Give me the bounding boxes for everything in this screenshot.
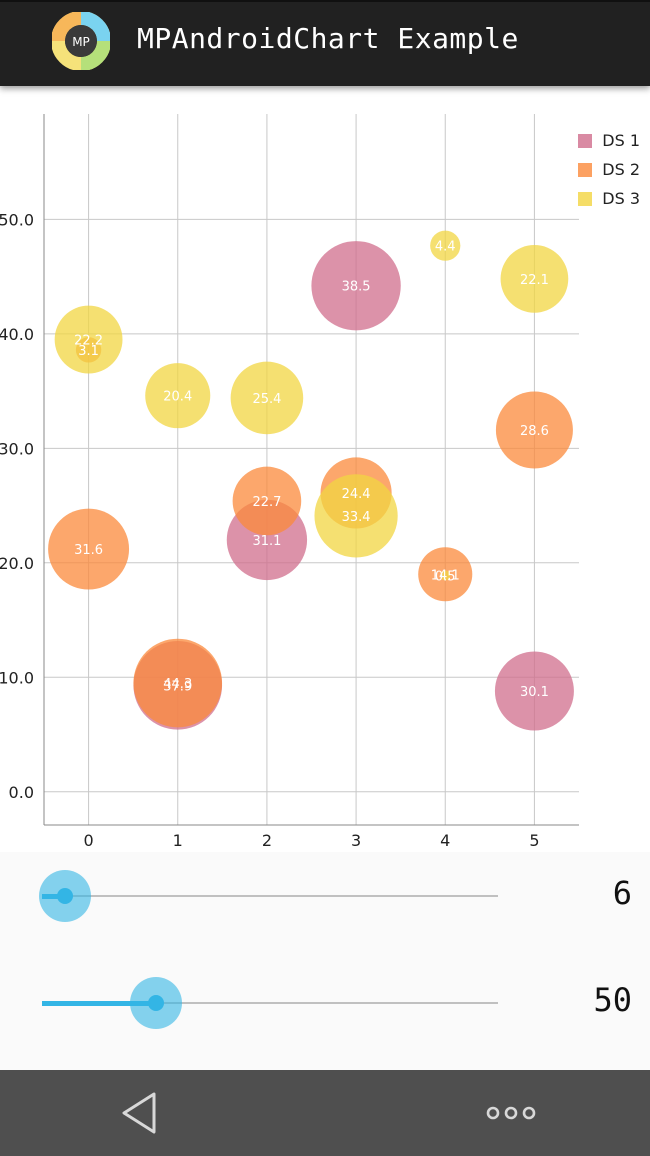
x-tick-label: 2 [262,831,272,850]
legend-swatch-ds2 [578,162,593,177]
bubble-ds2[interactable] [232,466,302,536]
legend-item-ds2: DS 2 [578,155,640,184]
app-title: MPAndroidChart Example [137,22,519,55]
bubble-value-label: 20.4 [163,390,192,405]
y-tick-label: 10.0 [0,668,34,687]
bubble-value-label: 22.2 [74,334,103,349]
bubble-chart[interactable]: 37.9 31.1 38.5 30.1 31.6 3.1 44.3 22.7 24.4 14.1 2… [0,88,650,852]
bubble-value-label: 30.1 [520,685,549,700]
y-tick-label: 20.0 [0,554,34,573]
seekbar-y-progress [42,1001,156,1006]
seekbar-x-value: 6 [612,874,632,912]
bubble-ds2[interactable] [48,508,130,590]
chart-axes: 0 1 2 3 4 50.010.020.030.040.050.0 [0,114,579,850]
seekbar-y-value: 50 [593,981,632,1019]
bubble-ds3[interactable] [314,474,398,558]
bubble-value-label: 22.1 [520,273,549,288]
x-tick-label: 4 [440,831,450,850]
bubble-value-label: 22.7 [252,495,281,510]
bubble-value-label: 31.1 [252,534,281,549]
bubble-ds3[interactable] [440,570,451,581]
bubble-value-label: 0.5 [435,569,456,584]
bubble-ds3[interactable] [230,361,304,435]
bubble-value-label: 4.4 [435,240,456,255]
back-icon[interactable] [118,1090,164,1136]
status-bar [0,0,650,2]
bubble-ds3[interactable] [500,245,569,313]
bubble-value-label: 24.4 [342,487,371,502]
seekbar-x-thumb[interactable] [56,888,73,904]
legend-item-ds1: DS 1 [578,126,640,155]
bubble-value-label: 3.1 [78,344,99,359]
chart-legend: DS 1 DS 2 DS 3 [578,126,640,213]
bubble-ds3[interactable] [54,305,123,374]
legend-swatch-ds3 [578,191,593,206]
action-bar: MP MPAndroidChart Example [0,2,650,86]
bubble-value-label: 25.4 [252,392,281,407]
bubble-ds1[interactable] [494,651,574,731]
x-tick-label: 0 [83,831,93,850]
bubble-value-label: 37.9 [163,679,192,694]
bubble-value-label: 38.5 [342,280,371,295]
app-logo-icon: MP [52,12,110,70]
y-tick-label: 40.0 [0,325,34,344]
chart-grid [44,114,579,825]
navigation-bar [0,1070,650,1156]
seekbar-y-track[interactable] [42,1002,498,1004]
bubble-value-label: 14.1 [431,568,460,583]
overflow-menu-icon[interactable] [484,1104,540,1122]
app-logo-text: MP [72,35,90,49]
chart-bubbles: 37.9 31.1 38.5 30.1 31.6 3.1 44.3 22.7 24.4 14.1 2… [48,230,574,731]
y-tick-label: 0.0 [9,783,34,802]
bubble-chart-canvas[interactable]: 37.931.138.530.131.63.144.322.724.414.12… [0,88,650,852]
controls-panel: 6 50 [0,852,650,1070]
legend-swatch-ds1 [578,133,593,148]
x-tick-label: 1 [173,831,183,850]
y-tick-label: 30.0 [0,439,34,458]
bubble-ds3[interactable] [145,363,211,429]
seekbar-y-thumb[interactable] [148,995,164,1011]
bubble-ds1[interactable] [311,241,401,331]
seekbar-x[interactable] [38,870,500,922]
legend-item-ds3: DS 3 [578,184,640,213]
bubble-ds2[interactable] [495,391,573,469]
bubble-value-label: 31.6 [74,543,103,558]
bubble-value-label: 33.4 [342,510,371,525]
seekbar-y[interactable] [40,977,500,1029]
x-tick-label: 5 [529,831,539,850]
seekbar-x-track[interactable] [42,895,498,897]
x-tick-label: 3 [351,831,361,850]
legend-label-ds3: DS 3 [602,189,640,208]
bubble-ds2[interactable] [133,638,223,728]
bubble-value-label: 44.3 [163,677,192,692]
legend-label-ds1: DS 1 [602,131,640,150]
bubble-value-label: 28.6 [520,424,549,439]
y-tick-label: 50.0 [0,210,34,229]
legend-label-ds2: DS 2 [602,160,640,179]
bubble-ds3[interactable] [430,230,461,261]
